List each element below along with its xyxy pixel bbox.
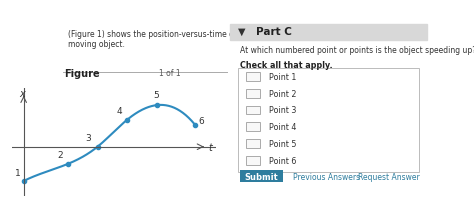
- Text: 4: 4: [117, 107, 122, 115]
- Bar: [246, 73, 260, 82]
- Bar: [246, 106, 260, 115]
- Bar: [230, 25, 427, 41]
- Text: t: t: [208, 142, 212, 152]
- Text: 6: 6: [198, 116, 204, 125]
- Text: At which numbered point or points is the object speeding up?: At which numbered point or points is the…: [240, 45, 474, 54]
- Bar: [240, 171, 283, 182]
- Text: Point 3: Point 3: [269, 106, 297, 115]
- Text: Figure: Figure: [64, 69, 100, 79]
- Text: ▼: ▼: [238, 27, 246, 37]
- Text: Point 2: Point 2: [269, 89, 297, 98]
- Text: Point 5: Point 5: [269, 139, 297, 148]
- Text: Part C: Part C: [255, 27, 292, 37]
- Text: Point 4: Point 4: [269, 123, 297, 131]
- Text: 1 of 1: 1 of 1: [159, 69, 181, 78]
- Bar: [246, 123, 260, 131]
- Text: Check all that apply.: Check all that apply.: [240, 61, 333, 70]
- Bar: [246, 156, 260, 165]
- Text: (Figure 1) shows the position-versus-time graph for a
moving object.: (Figure 1) shows the position-versus-tim…: [68, 29, 272, 49]
- Text: 2: 2: [58, 150, 64, 159]
- Bar: [246, 139, 260, 148]
- Bar: [238, 69, 419, 172]
- Text: Point 6: Point 6: [269, 156, 297, 165]
- Bar: [246, 89, 260, 98]
- Text: Request Answer: Request Answer: [358, 172, 419, 181]
- Text: Point 1: Point 1: [269, 73, 297, 82]
- Text: Submit: Submit: [245, 172, 278, 181]
- Text: 5: 5: [154, 91, 159, 100]
- Text: Previous Answers: Previous Answers: [293, 172, 360, 181]
- Text: x: x: [19, 88, 25, 98]
- Text: 3: 3: [86, 133, 91, 142]
- Text: 1: 1: [15, 168, 21, 177]
